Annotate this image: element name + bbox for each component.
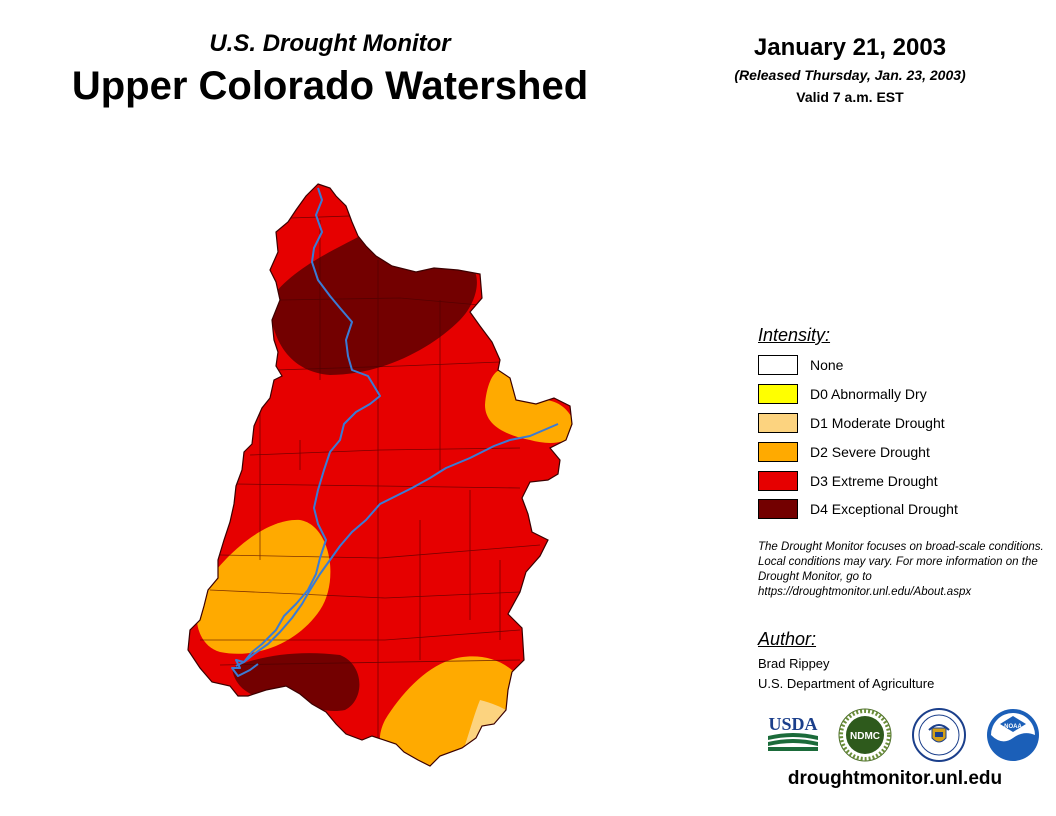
basin-outline: [187, 183, 573, 767]
author-organization: U.S. Department of Agriculture: [758, 676, 935, 691]
ndmc-logo-text: NDMC: [850, 731, 880, 742]
lake-powell-line: [231, 659, 259, 677]
map-title: Upper Colorado Watershed: [71, 64, 589, 108]
valid-time: Valid 7 a.m. EST: [796, 89, 904, 105]
d2-severe-drought-east: [485, 370, 572, 443]
noaa-logo: NOAA: [987, 709, 1039, 761]
legend-swatch-d3: [758, 471, 798, 491]
usda-logo-text: USDA: [768, 714, 817, 734]
legend-item-d1: D1 Moderate Drought: [758, 412, 945, 434]
d3-extreme-drought-area: [188, 184, 572, 766]
author-heading: Author:: [758, 629, 817, 649]
legend-swatch-d2: [758, 442, 798, 462]
d2-severe-drought-southwest: [196, 519, 331, 654]
county-boundaries: [200, 214, 541, 740]
legend-item-d2: D2 Severe Drought: [758, 441, 930, 463]
legend-swatch-d0: [758, 384, 798, 404]
release-date: (Released Thursday, Jan. 23, 2003): [734, 67, 966, 83]
legend-label: D1 Moderate Drought: [810, 415, 945, 431]
disclaimer-note: The Drought Monitor focuses on broad-sca…: [758, 541, 1044, 598]
map-subtitle: U.S. Drought Monitor: [209, 30, 451, 57]
noaa-logo-text: NOAA: [1004, 724, 1022, 730]
legend-label: D2 Severe Drought: [810, 444, 930, 460]
legend-swatch-d1: [758, 413, 798, 433]
d4-exceptional-drought-south: [232, 653, 360, 712]
green-river-line: [243, 187, 381, 663]
legend-item-none: None: [758, 354, 843, 376]
ndmc-logo: NDMC: [838, 708, 892, 762]
legend-label: D3 Extreme Drought: [810, 473, 938, 489]
legend-heading: Intensity:: [758, 325, 831, 345]
legend-item-d0: D0 Abnormally Dry: [758, 383, 927, 405]
legend-label: None: [810, 357, 844, 373]
website-url[interactable]: droughtmonitor.unl.edu: [787, 768, 1003, 789]
colorado-river-line: [235, 423, 559, 667]
legend-label: D0 Abnormally Dry: [810, 386, 927, 402]
legend-item-d3: D3 Extreme Drought: [758, 470, 938, 492]
legend-label: D4 Exceptional Drought: [810, 501, 958, 517]
legend-swatch-none: [758, 355, 798, 375]
drought-map: [187, 183, 573, 767]
drought-areas: [188, 184, 572, 766]
usda-logo: USDA: [768, 714, 818, 751]
author-name: Brad Rippey: [758, 656, 830, 671]
legend-item-d4: D4 Exceptional Drought: [758, 498, 958, 520]
map-date: January 21, 2003: [753, 34, 947, 61]
river-network: [231, 187, 559, 677]
doc-seal-logo: [912, 708, 966, 762]
legend-swatch-d4: [758, 499, 798, 519]
